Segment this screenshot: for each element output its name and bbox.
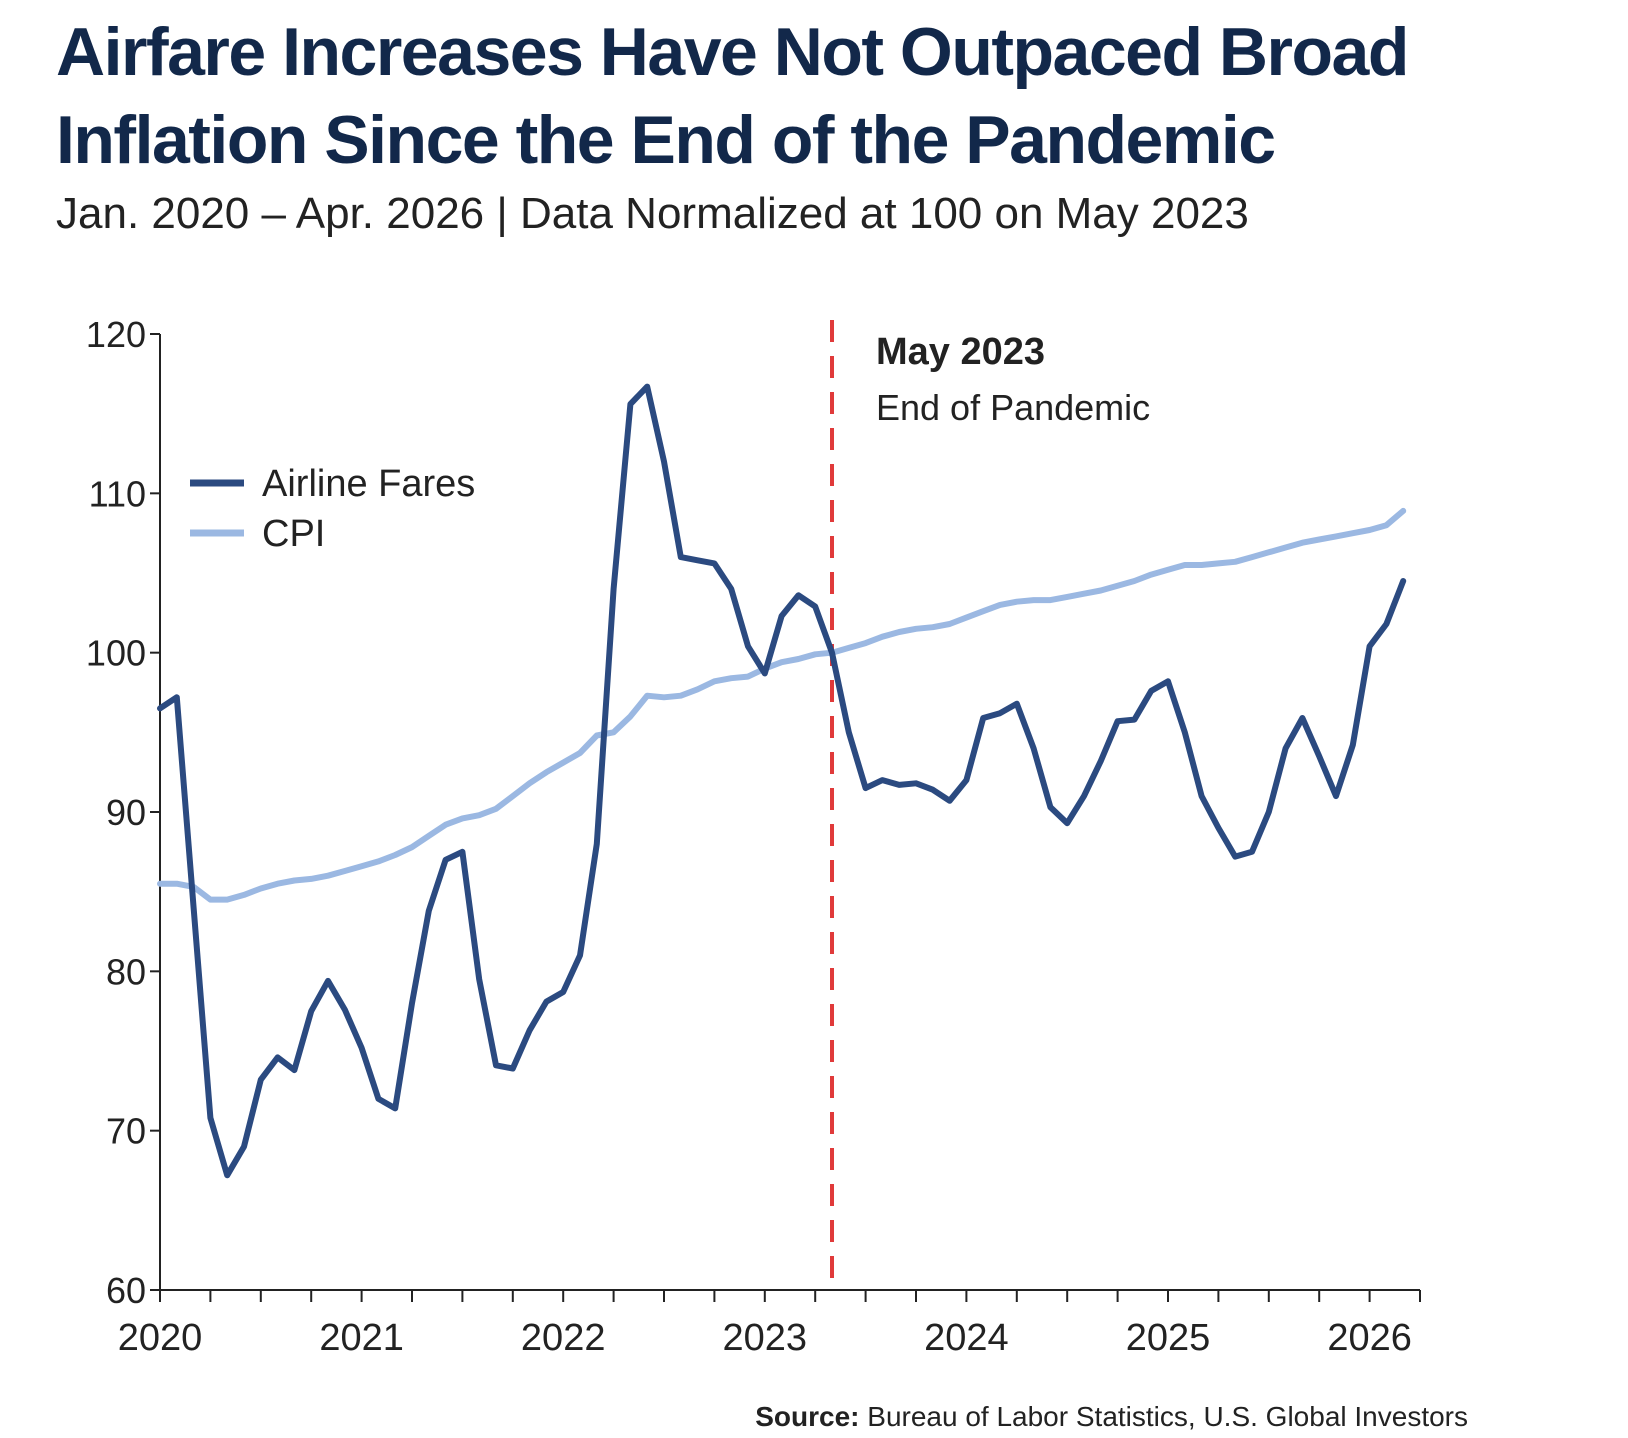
series-line-cpi bbox=[157, 507, 1407, 903]
x-tick-label: 2020 bbox=[118, 1317, 203, 1359]
series-lines bbox=[157, 383, 1407, 1179]
y-tick-label: 120 bbox=[86, 314, 146, 355]
source-text: Bureau of Labor Statistics, U.S. Global … bbox=[867, 1401, 1468, 1432]
x-tick-label: 2025 bbox=[1126, 1317, 1211, 1359]
x-tick-label: 2023 bbox=[723, 1317, 808, 1359]
chart-title: Airfare Increases Have Not Outpaced Broa… bbox=[56, 14, 1409, 178]
annotation-text: End of Pandemic bbox=[876, 387, 1150, 428]
y-tick-label: 80 bbox=[106, 951, 146, 992]
source-label: Source: bbox=[755, 1401, 860, 1432]
source-note: Source: Bureau of Labor Statistics, U.S.… bbox=[755, 1400, 1468, 1434]
legend-label-airline-fares: Airline Fares bbox=[262, 463, 475, 505]
y-tick-label: 100 bbox=[86, 633, 146, 674]
chart-legend: Airline Fares CPI bbox=[190, 463, 475, 555]
annotation-title: May 2023 bbox=[876, 331, 1045, 373]
y-tick-label: 70 bbox=[106, 1111, 146, 1152]
x-tick-label: 2026 bbox=[1327, 1317, 1412, 1359]
legend-label-cpi: CPI bbox=[262, 513, 325, 555]
y-tick-label: 60 bbox=[106, 1270, 146, 1311]
series-line-airline-fares bbox=[157, 383, 1407, 1179]
y-tick-label: 110 bbox=[89, 473, 146, 514]
x-tick-label: 2021 bbox=[319, 1317, 404, 1359]
x-tick-label: 2022 bbox=[521, 1317, 606, 1359]
x-tick-label: 2024 bbox=[924, 1317, 1009, 1359]
chart-axes: 60 70 80 90 100 110 120 2020 2021 2022 2023 2024 202… bbox=[86, 314, 1421, 1359]
annotation-marker: May 2023 End of Pandemic bbox=[830, 320, 1150, 1290]
y-tick-label: 90 bbox=[106, 792, 146, 833]
chart-subtitle: Jan. 2020 – Apr. 2026 | Data Normalized … bbox=[56, 189, 1249, 238]
